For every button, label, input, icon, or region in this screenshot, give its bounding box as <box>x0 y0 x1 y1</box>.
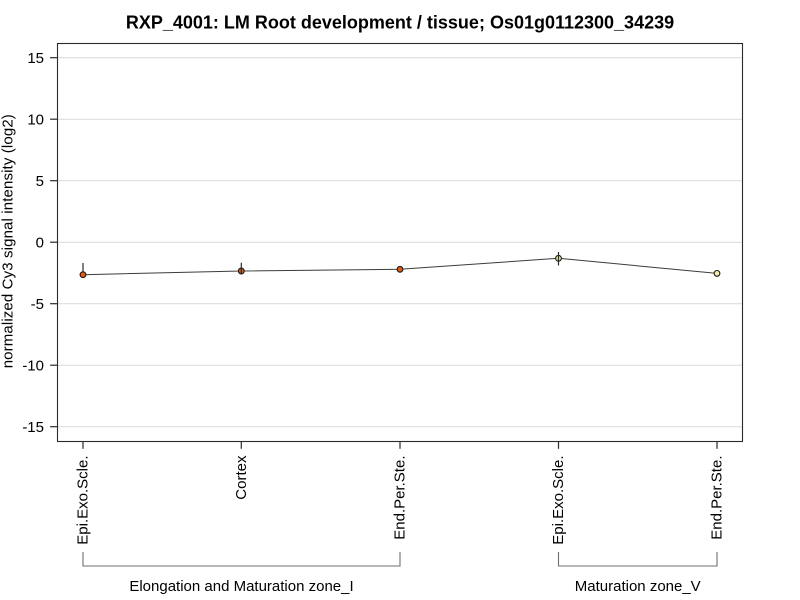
svg-text:Elongation and Maturation zone: Elongation and Maturation zone_I <box>129 578 353 595</box>
svg-text:15: 15 <box>27 50 44 67</box>
svg-text:Cortex: Cortex <box>233 455 250 500</box>
svg-text:Epi.Exo.Scle.: Epi.Exo.Scle. <box>75 456 92 545</box>
svg-text:Maturation zone_V: Maturation zone_V <box>575 578 701 595</box>
svg-text:-10: -10 <box>22 357 44 374</box>
svg-text:-15: -15 <box>22 419 44 436</box>
svg-text:0: 0 <box>36 234 44 251</box>
svg-text:Epi.Exo.Scle.: Epi.Exo.Scle. <box>550 456 567 545</box>
svg-text:5: 5 <box>36 173 44 190</box>
svg-text:End.Per.Ste.: End.Per.Ste. <box>709 456 726 540</box>
svg-text:End.Per.Ste.: End.Per.Ste. <box>392 456 409 540</box>
svg-text:normalized Cy3 signal intensit: normalized Cy3 signal intensity (log2) <box>0 114 17 368</box>
svg-text:RXP_4001: LM Root development: RXP_4001: LM Root development / tissue; … <box>126 12 674 32</box>
svg-text:-5: -5 <box>31 296 44 313</box>
svg-text:10: 10 <box>27 111 44 128</box>
